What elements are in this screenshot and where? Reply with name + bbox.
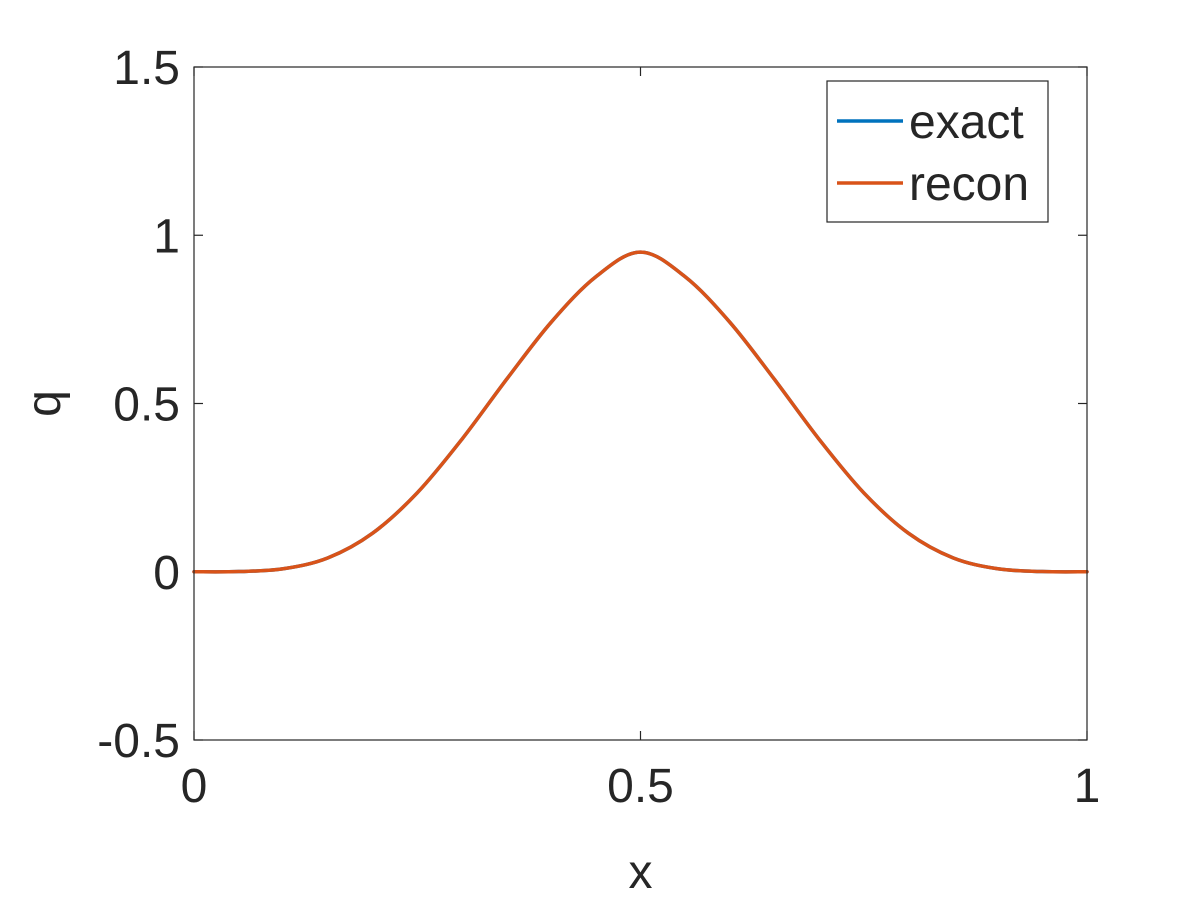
y-tick-label: -0.5 [97,715,180,768]
y-tick-label: 0.5 [113,379,180,432]
plot-border [193,66,1088,741]
legend-label-exact: exact [909,96,1024,149]
series-line-recon [192,250,1089,574]
y-tick-label: 1 [153,210,180,263]
x-axis-label: x [629,846,653,899]
legend-box [826,80,1049,223]
y-tick-label: 0 [153,547,180,600]
labels-layer: 0 0.5 1-0.500.511.5xq [18,42,1100,899]
x-tick-label: 0 [181,760,208,813]
legend-label-recon: recon [909,158,1029,211]
y-axis-label: q [18,390,71,417]
x-tick-label: 0.5 [607,760,674,813]
series-layer [192,250,1089,574]
legend: exact recon [826,80,1049,223]
y-tick-label: 1.5 [113,42,180,95]
x-tick-label: 1 [1074,760,1101,813]
